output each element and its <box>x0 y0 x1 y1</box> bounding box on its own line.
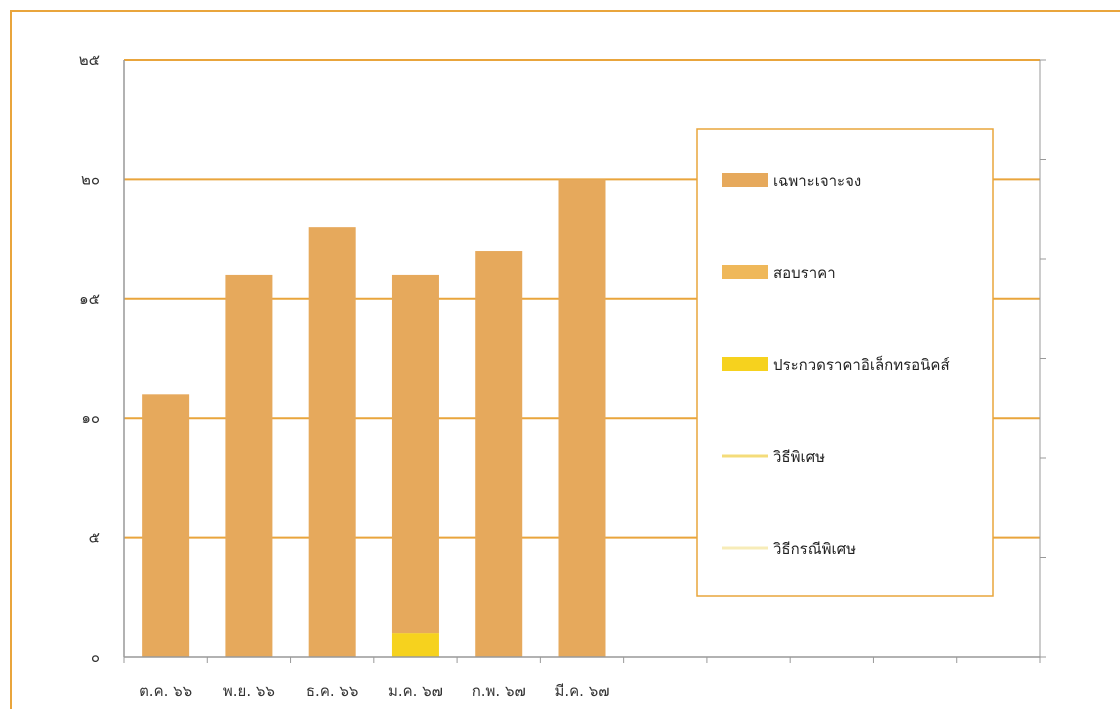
x-tick-labels: ต.ค. ๖๖ พ.ย. ๖๖ ธ.ค. ๖๖ ม.ค. ๖๗ ก.พ. ๖๗ มี.ค.… <box>139 682 609 700</box>
legend-label: เฉพาะเจาะจง <box>773 172 861 190</box>
x-tick-label: ม.ค. ๖๗ <box>388 682 443 700</box>
y-tick-label: ๒๕ <box>79 51 100 69</box>
bars <box>142 179 606 658</box>
legend: เฉพาะเจาะจงสอบราคาประกวดราคาอิเล็กทรอนิค… <box>696 128 994 597</box>
chart-frame <box>10 10 1120 709</box>
y-tick-label: ๐ <box>91 648 100 666</box>
legend-swatch <box>722 173 768 187</box>
y-tick-label: ๑๕ <box>79 290 100 308</box>
axes <box>123 59 1046 663</box>
legend-label: ประกวดราคาอิเล็กทรอนิคส์ <box>773 355 950 374</box>
bar-segment <box>391 633 439 657</box>
y-tick-label: ๑๐ <box>81 409 100 427</box>
bar-segment <box>225 274 273 657</box>
bar-segment <box>308 227 356 657</box>
y-tick-label: ๒๐ <box>81 170 100 188</box>
bar-segment <box>558 179 606 657</box>
x-tick-label: พ.ย. ๖๖ <box>223 682 275 700</box>
x-tick-label: ต.ค. ๖๖ <box>139 682 192 700</box>
legend-label: สอบราคา <box>773 264 836 282</box>
bar-segment <box>475 251 523 658</box>
x-tick-label: ธ.ค. ๖๖ <box>306 682 359 700</box>
x-tick-label: ก.พ. ๖๗ <box>472 682 526 700</box>
legend-label: วิธีกรณีพิเศษ <box>772 540 856 558</box>
bar-segment <box>391 274 439 634</box>
y-tick-label: ๕ <box>89 529 100 547</box>
bar-segment <box>142 394 190 657</box>
legend-label: วิธีพิเศษ <box>772 448 825 466</box>
legend-swatch <box>722 357 768 371</box>
legend-swatch <box>722 265 768 279</box>
y-tick-labels: ๐ ๕ ๑๐ ๑๕ ๒๐ ๒๕ <box>79 51 100 666</box>
x-tick-label: มี.ค. ๖๗ <box>554 682 609 700</box>
